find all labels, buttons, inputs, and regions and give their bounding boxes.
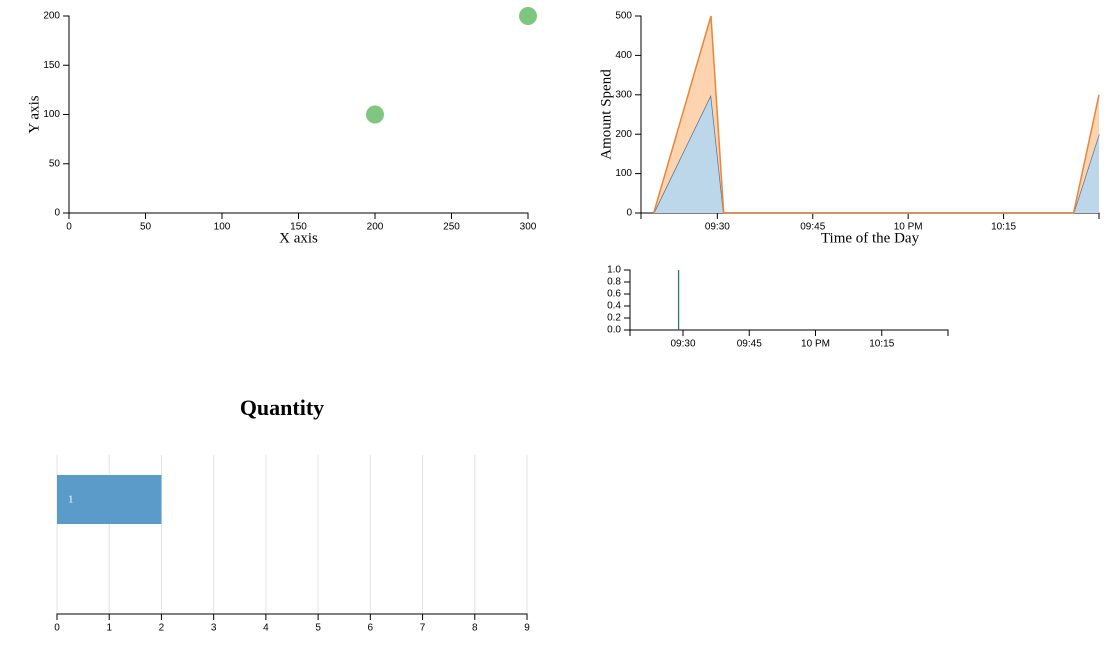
y-axis-title: Y axis <box>26 95 42 133</box>
x-tick-label: 0 <box>66 222 72 233</box>
y-tick-label: 50 <box>49 158 61 169</box>
y-tick-label: 0.0 <box>607 325 621 336</box>
x-tick-label: 4 <box>263 623 269 634</box>
x-tick-label: 300 <box>520 222 537 233</box>
x-axis-line <box>56 613 528 620</box>
x-tick-label: 1 <box>106 623 112 634</box>
x-tick-label: 09:45 <box>737 339 762 350</box>
x-tick-label: 250 <box>443 222 460 233</box>
y-axis-line <box>624 269 631 331</box>
bar-label: 1 <box>68 494 74 506</box>
x-tick-label: 10 PM <box>801 339 830 350</box>
x-tick-label: 3 <box>211 623 217 634</box>
x-axis-title: X axis <box>279 230 318 246</box>
x-axis-line <box>640 212 1100 219</box>
x-tick-label: 10:15 <box>869 339 894 350</box>
y-tick-label: 0.6 <box>607 289 621 300</box>
x-axis-line <box>629 329 949 336</box>
y-tick-label: 1.0 <box>607 265 621 276</box>
y-tick-label: 150 <box>43 60 60 71</box>
y-tick-label: 100 <box>43 109 60 120</box>
area <box>653 94 1099 213</box>
y-axis-line <box>635 15 642 214</box>
y-tick-label: 500 <box>615 11 632 22</box>
x-tick-label: 9 <box>524 623 530 634</box>
x-tick-label: 8 <box>472 623 478 634</box>
y-axis-title: Amount Spend <box>598 69 614 160</box>
area-line <box>653 15 1100 214</box>
y-tick-label: 0 <box>54 208 60 219</box>
x-tick-label: 50 <box>140 222 152 233</box>
y-tick-label: 300 <box>615 89 632 100</box>
x-tick-label: 0 <box>54 623 60 634</box>
y-tick-label: 400 <box>615 50 632 61</box>
x-tick-label: 200 <box>367 222 384 233</box>
x-tick-label: 6 <box>368 623 374 634</box>
x-tick-label: 09:45 <box>800 222 825 233</box>
x-tick-label: 100 <box>214 222 231 233</box>
x-tick-label: 5 <box>315 623 321 634</box>
area <box>653 16 1099 213</box>
x-tick-label: 09:30 <box>670 339 695 350</box>
x-tick-label: 10 PM <box>894 222 923 233</box>
bar <box>57 475 162 524</box>
y-tick-label: 0.4 <box>607 301 621 312</box>
y-tick-label: 200 <box>43 11 60 22</box>
x-tick-label: 150 <box>290 222 307 233</box>
x-tick-label: 09:30 <box>705 222 730 233</box>
y-tick-label: 0 <box>626 208 632 219</box>
x-tick-label: 7 <box>420 623 426 634</box>
y-tick-label: 200 <box>615 129 632 140</box>
y-tick-label: 100 <box>615 168 632 179</box>
scatter-point <box>366 105 384 124</box>
x-tick-label: 2 <box>159 623 165 634</box>
scatter-point <box>519 7 537 25</box>
x-axis-title: Time of the Day <box>821 230 920 246</box>
y-tick-label: 0.2 <box>607 313 621 324</box>
chart-title: Quantity <box>240 395 324 420</box>
x-tick-label: 10:15 <box>991 222 1016 233</box>
y-tick-label: 0.8 <box>607 277 621 288</box>
